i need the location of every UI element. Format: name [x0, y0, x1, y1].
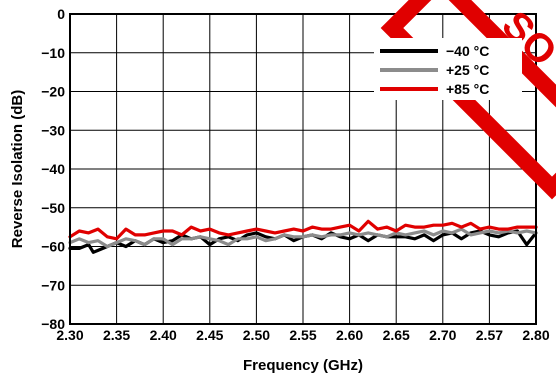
stamp-outline — [380, 0, 556, 200]
x-tick-label: 2.65 — [383, 327, 410, 343]
x-axis-title: Frequency (GHz) — [243, 357, 363, 374]
y-axis-ticks: 0 −10 −20 −30 −40 −50 −60 −70 −80 — [41, 6, 65, 332]
y-tick-label: −30 — [41, 122, 65, 138]
y-tick-label: −80 — [41, 316, 65, 332]
x-tick-label: 2.30 — [56, 327, 83, 343]
x-tick-label: 2.50 — [243, 327, 270, 343]
y-tick-label: 0 — [57, 6, 65, 22]
legend-label: +25 °C — [446, 62, 489, 78]
legend: −40 °C +25 °C +85 °C — [374, 38, 522, 100]
y-tick-label: −10 — [41, 45, 65, 61]
y-axis-title: Reverse Isolation (dB) — [9, 90, 26, 248]
x-tick-label: 2.35 — [103, 327, 130, 343]
x-axis-ticks: 2.30 2.35 2.40 2.45 2.50 2.55 2.60 2.65 2.70 2.57… — [56, 327, 549, 343]
x-tick-label: 2.55 — [289, 327, 316, 343]
y-tick-label: −40 — [41, 161, 65, 177]
grid — [70, 14, 536, 324]
y-tick-label: −70 — [41, 277, 65, 293]
x-tick-label: 2.70 — [429, 327, 456, 343]
series-line-2 — [68, 219, 538, 241]
x-tick-label: 2.57 — [476, 327, 503, 343]
y-tick-label: −50 — [41, 200, 65, 216]
x-tick-label: 2.40 — [150, 327, 177, 343]
series-line-1 — [68, 227, 538, 249]
legend-label: +85 °C — [446, 81, 489, 97]
y-tick-label: −60 — [41, 239, 65, 255]
legend-label: −40 °C — [446, 43, 489, 59]
x-tick-label: 2.45 — [196, 327, 223, 343]
x-tick-label: 2.80 — [522, 327, 549, 343]
plot-area — [68, 219, 538, 254]
y-tick-label: −20 — [41, 84, 65, 100]
x-tick-label: 2.60 — [336, 327, 363, 343]
